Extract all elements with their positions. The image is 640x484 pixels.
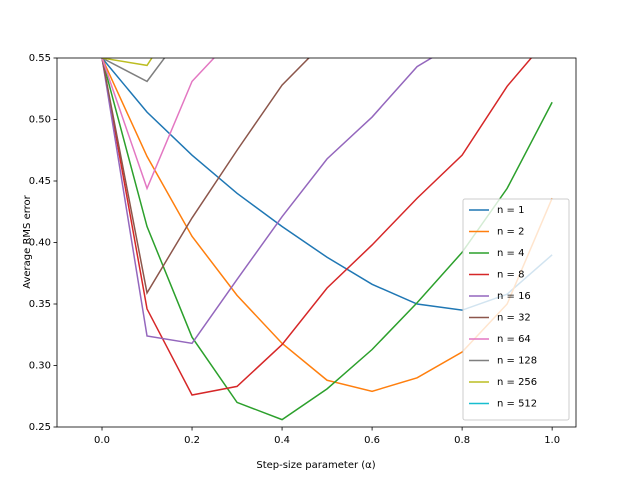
legend-label: n = 32 [497,313,531,324]
y-tick-label: 0.45 [29,176,51,187]
legend-label: n = 2 [497,227,524,238]
series-line [101,58,153,67]
series-line [101,58,166,83]
y-tick-label: 0.25 [29,422,51,433]
y-tick-label: 0.50 [29,115,51,126]
series-line [101,58,215,191]
legend-label: n = 1 [497,205,524,216]
legend-label: n = 16 [497,291,531,302]
series-line [101,58,433,345]
series-line [102,58,103,59]
series-line [101,58,310,295]
x-tick-label: 0.4 [274,435,290,446]
x-tick-label: 0.0 [94,435,110,446]
x-tick-label: 0.2 [184,435,200,446]
legend-label: n = 4 [497,248,524,259]
legend-label: n = 128 [497,356,537,367]
y-tick-label: 0.30 [29,361,51,372]
y-tick-label: 0.35 [29,299,51,310]
x-axis-label: Step-size parameter (α) [256,460,375,471]
y-axis-label: Average RMS error [22,194,33,288]
legend-label: n = 64 [497,334,531,345]
legend-box [462,198,570,421]
x-tick-label: 1.0 [544,435,560,446]
x-tick-label: 0.6 [364,435,380,446]
series-line [101,58,533,396]
y-tick-label: 0.40 [29,238,51,249]
x-tick-label: 0.8 [454,435,470,446]
y-tick-label: 0.55 [29,53,51,64]
legend-label: n = 512 [497,399,537,410]
legend-label: n = 256 [497,377,537,388]
legend-label: n = 8 [497,270,524,281]
